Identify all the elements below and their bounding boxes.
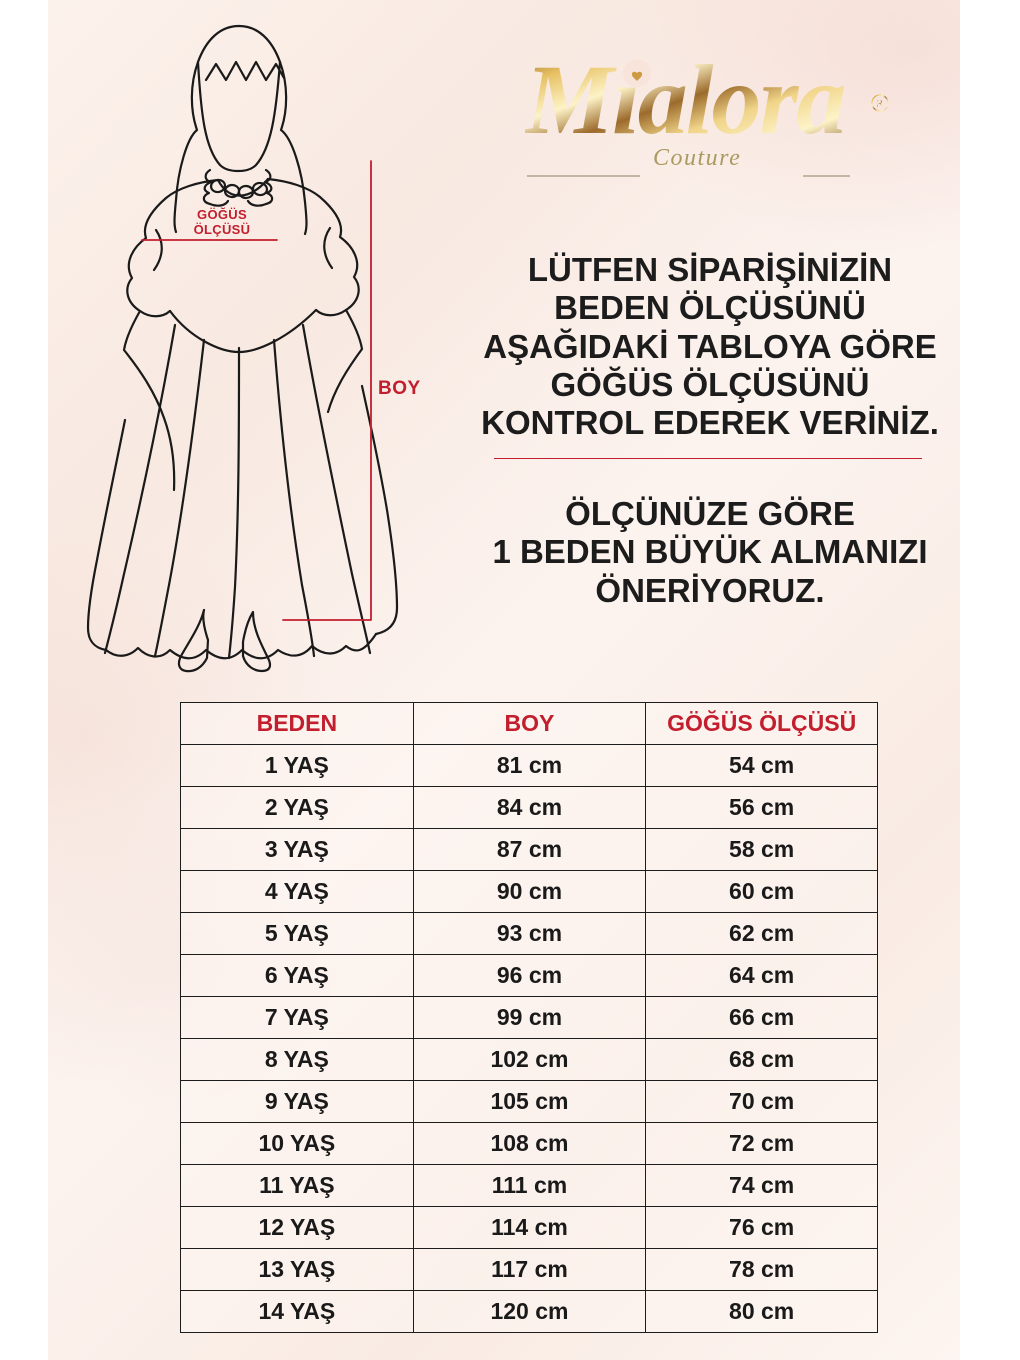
svg-text:R: R xyxy=(876,99,883,109)
svg-text:ÖLÇÜSÜ: ÖLÇÜSÜ xyxy=(194,222,251,237)
svg-text:Mialora: Mialora xyxy=(525,45,844,155)
svg-text:Couture: Couture xyxy=(653,145,741,171)
svg-text:BOY: BOY xyxy=(378,378,420,399)
svg-text:GÖĞÜS: GÖĞÜS xyxy=(197,207,247,222)
